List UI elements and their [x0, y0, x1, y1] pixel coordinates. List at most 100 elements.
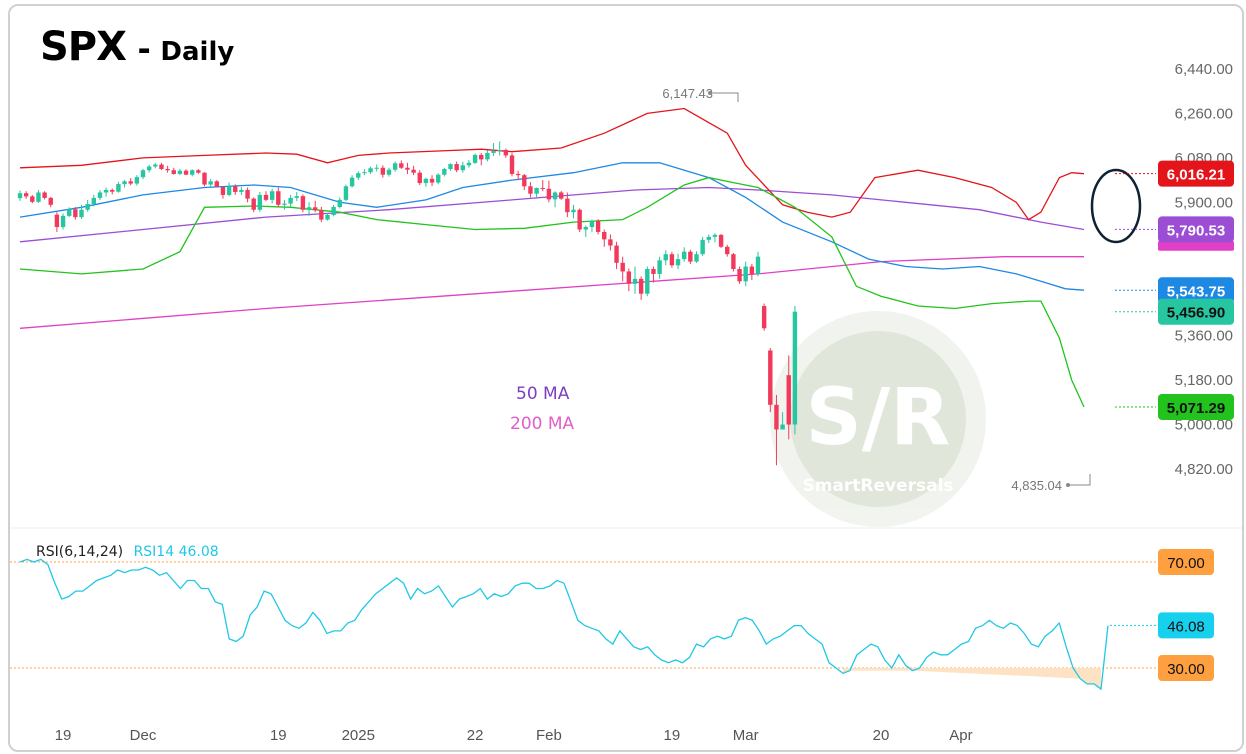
candle-body	[337, 199, 342, 208]
candle-body	[300, 196, 306, 210]
watermark-inner-disc	[790, 331, 966, 507]
chart-title: SPX - Daily	[40, 24, 234, 70]
candle-body	[146, 166, 152, 171]
low-annotation-dot	[1066, 483, 1070, 487]
low-annotation: 4,835.04	[1011, 478, 1062, 493]
candle-body	[737, 269, 742, 282]
candle-body	[122, 181, 127, 185]
candle-body	[97, 192, 103, 198]
candle-body	[638, 278, 644, 294]
candle-body	[731, 254, 736, 269]
high-annotation-leader	[710, 92, 739, 102]
rsi-line	[19, 558, 1109, 691]
candle-body	[675, 259, 681, 266]
candle-body	[220, 187, 226, 195]
candle-body	[460, 165, 465, 171]
ma200-legend-label: 200 MA	[510, 414, 575, 434]
candle-body	[780, 424, 785, 430]
candle-body	[688, 251, 693, 262]
badge-ma200-partial	[1158, 240, 1234, 251]
low-annotation-leader	[1068, 474, 1091, 486]
candle-body	[294, 196, 299, 198]
candle-body	[306, 207, 312, 210]
ma50-line	[19, 186, 1085, 243]
candle-body	[534, 188, 539, 194]
candle-body	[436, 174, 441, 183]
candle-body	[263, 194, 269, 200]
x-tick-label: 19	[55, 727, 72, 744]
candle-body	[786, 375, 791, 425]
badge-last-close-text: 5,456.90	[1167, 305, 1225, 322]
candle-body	[30, 196, 35, 202]
candle-body	[442, 169, 447, 175]
candle-body	[23, 193, 29, 197]
candle-body	[349, 177, 355, 187]
candle-body	[682, 251, 687, 260]
x-tick-label: Feb	[536, 727, 562, 744]
badge-bollinger-upper	[1158, 160, 1234, 187]
y-tick-label: 5,360.00	[1175, 328, 1233, 345]
candle-body	[36, 192, 41, 202]
y-tick-label: 5,900.00	[1175, 194, 1233, 211]
candle-body	[503, 149, 509, 156]
symbol-label: SPX	[40, 24, 127, 70]
candle-body	[792, 311, 798, 425]
candle-body	[257, 194, 263, 210]
candle-body	[429, 178, 435, 183]
highlight-ellipse	[1090, 168, 1142, 244]
x-tick-label: Mar	[733, 727, 759, 744]
candle-body	[313, 207, 318, 211]
candle-body	[368, 168, 373, 173]
x-tick-label: 2025	[342, 727, 375, 744]
candle-body	[761, 306, 767, 329]
candle-body	[479, 154, 484, 160]
candle-body	[522, 175, 527, 187]
candle-body	[159, 164, 164, 169]
candle-body	[374, 167, 379, 169]
badge-bollinger-middle-text: 5,543.75	[1167, 283, 1225, 300]
x-tick-label: 20	[873, 727, 890, 744]
badge-ma50	[1158, 216, 1234, 243]
candle-body	[239, 189, 244, 192]
candle-body	[202, 172, 207, 185]
rsi-level-badge	[1158, 655, 1214, 681]
candle-body	[399, 163, 404, 168]
y-tick-label: 5,180.00	[1175, 372, 1233, 389]
candle-body	[743, 266, 748, 282]
candle-body	[718, 234, 724, 247]
candle-body	[67, 209, 72, 216]
badge-bollinger-upper-text: 6,016.21	[1167, 167, 1225, 184]
candle-body	[269, 191, 275, 200]
candle-body	[251, 198, 256, 210]
candle-body	[423, 178, 429, 184]
rsi-header: RSI(6,14,24) RSI14 46.08	[36, 544, 219, 560]
candle-body	[183, 170, 189, 175]
chart-frame: S/R SmartReversals 6,147.43 4,835.04 4,820.0…	[8, 4, 1244, 752]
candle-body	[491, 150, 496, 153]
candle-body	[411, 169, 416, 173]
candle-body	[288, 197, 293, 204]
candle-body	[392, 163, 398, 170]
candle-body	[386, 169, 392, 175]
rsi-last-badge	[1158, 612, 1214, 639]
candle-body	[79, 209, 84, 218]
candle-body	[331, 207, 336, 215]
candle-body	[472, 154, 478, 163]
candle-body	[54, 214, 60, 228]
candle-body	[663, 254, 668, 261]
candle-body	[140, 170, 146, 178]
x-tick-label: Apr	[949, 727, 972, 744]
candle-body	[116, 184, 121, 192]
rsi-oversold-fill	[842, 668, 1102, 690]
rsi-value-label: RSI14 46.08	[133, 544, 219, 560]
ma50-legend-label: 50 MA	[516, 384, 570, 404]
y-tick-label: 6,440.00	[1175, 61, 1233, 78]
candle-body	[73, 209, 78, 218]
y-tick-label: 6,260.00	[1175, 105, 1233, 122]
candle-body	[380, 167, 386, 175]
candle-body	[657, 260, 662, 274]
candle-body	[694, 254, 699, 262]
candle-body	[485, 152, 490, 160]
candle-body	[515, 173, 521, 176]
x-tick-label: 19	[270, 727, 287, 744]
